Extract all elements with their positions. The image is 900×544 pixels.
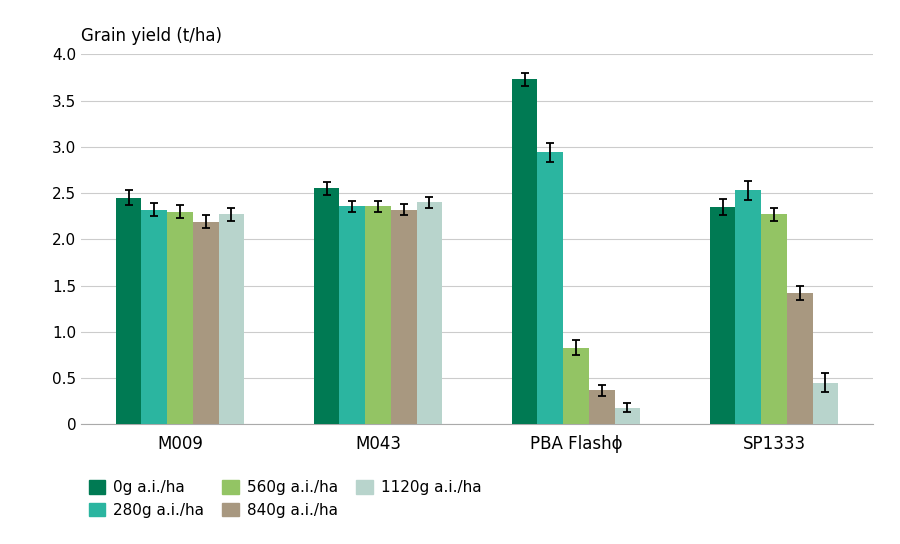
Bar — [615, 407, 640, 424]
Bar — [761, 214, 787, 424]
Bar — [563, 348, 589, 424]
Bar — [589, 390, 615, 424]
Bar — [339, 206, 365, 424]
Bar — [193, 222, 219, 424]
Bar — [141, 210, 167, 424]
Bar — [735, 190, 761, 424]
Legend: 0g a.i./ha, 280g a.i./ha, 560g a.i./ha, 840g a.i./ha, 1120g a.i./ha: 0g a.i./ha, 280g a.i./ha, 560g a.i./ha, … — [88, 480, 482, 518]
Bar — [219, 214, 245, 424]
Bar — [710, 207, 735, 424]
Bar — [365, 206, 391, 424]
Text: Grain yield (t/ha): Grain yield (t/ha) — [81, 27, 222, 45]
Bar — [787, 293, 813, 424]
Bar — [313, 188, 339, 424]
Bar — [813, 383, 839, 424]
Bar — [537, 152, 563, 424]
Bar — [417, 202, 443, 424]
Bar — [115, 197, 141, 424]
Bar — [391, 210, 417, 424]
Bar — [511, 79, 537, 424]
Bar — [167, 212, 193, 424]
